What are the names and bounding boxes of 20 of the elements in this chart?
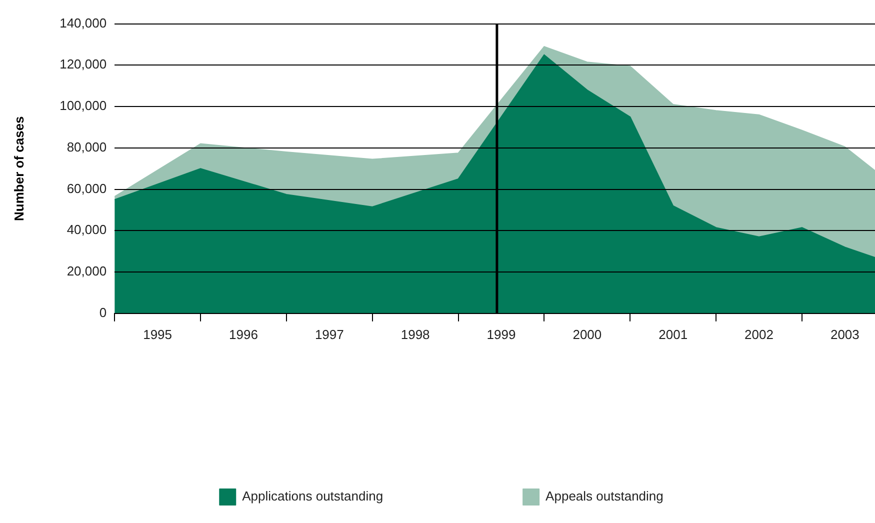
x-tick-label: 1995 [143,326,172,342]
y-tick-label: 0 [99,304,107,320]
x-tick-label: 2000 [572,326,602,342]
x-tick-label: 2002 [744,326,774,342]
y-tick-label: 140,000 [60,15,107,30]
y-tick-label: 40,000 [66,222,107,238]
x-tick-label: 2003 [830,326,860,342]
x-tick-label: 1996 [229,326,258,342]
legend-label: Appeals outstanding [546,488,664,504]
x-tick-label: 1998 [400,326,430,342]
y-tick-label: 60,000 [66,180,107,196]
y-axis-title: Number of cases [11,116,26,221]
x-tick-label: 2001 [658,326,688,342]
x-tick-label: 1997 [314,326,344,342]
y-tick-label: 20,000 [66,264,107,279]
y-tick-label: 100,000 [60,98,107,114]
y-tick-label: 80,000 [66,139,107,154]
x-tick-label: 1999 [486,326,516,342]
legend-label: Applications outstanding [242,488,384,504]
y-tick-label: 120,000 [60,56,107,72]
